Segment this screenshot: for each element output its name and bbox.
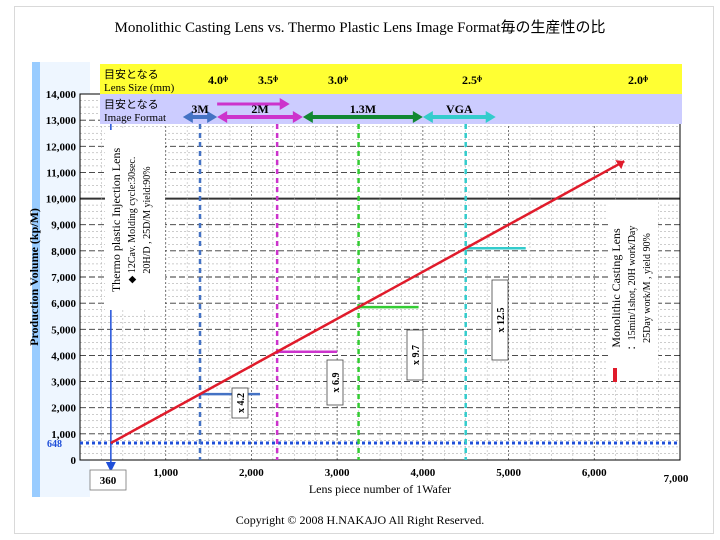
x-axis-title: Lens piece number of 1Wafer xyxy=(309,482,451,496)
format-arrow-head xyxy=(422,111,433,123)
thermo-annotation-line: ◆ 12Cav. Molding cycle:30sec. xyxy=(127,157,138,284)
ratio-label: x 9.7 xyxy=(411,345,422,365)
format-arrow-head xyxy=(217,111,228,123)
series-line-monolithic xyxy=(110,160,625,445)
format-arrow-head xyxy=(182,111,193,123)
y-tick-label: 4,000 xyxy=(51,350,76,362)
y-tick-label: 8,000 xyxy=(51,246,76,258)
lens-size-label: Lens Size (mm) xyxy=(104,82,175,94)
series-arrow-head xyxy=(615,160,625,170)
ratio-box xyxy=(406,329,424,381)
mono-annotation-line: Monolithic Casting Lens xyxy=(609,228,623,348)
format-label: 3M xyxy=(191,102,208,116)
y-tick-label: 10,000 xyxy=(46,194,77,206)
image-format-label-jp: 目安となる xyxy=(104,97,159,111)
y-tick-label: 1,000 xyxy=(51,429,76,441)
x-tick-label: 2,000 xyxy=(239,467,264,479)
format-arrow-head xyxy=(412,111,423,123)
slide-frame xyxy=(14,6,714,534)
y-tick-label: 11,000 xyxy=(46,167,76,179)
y-tick-label: 5,000 xyxy=(51,324,76,336)
format-arrow-head xyxy=(292,111,303,123)
y-tick-label: 7,000 xyxy=(51,272,76,284)
format-arrow-head xyxy=(485,111,496,123)
ratio-label: x 12.5 xyxy=(496,308,507,333)
y-axis-title: Production Volume (kp/M) xyxy=(27,208,41,346)
x-tick-label: 4,000 xyxy=(410,467,435,479)
image-format-label: Image Format xyxy=(104,112,166,124)
lens-size-value: 2.0ᶲ xyxy=(628,73,648,87)
lens-size-band xyxy=(100,64,682,94)
mono-annotation-line: 25Day work/M , yield 90% xyxy=(642,233,653,343)
format-arrow-head xyxy=(302,111,313,123)
start-x-box xyxy=(89,469,127,491)
y-tick-label: 3,000 xyxy=(51,377,76,389)
start-y-value: 648 xyxy=(47,439,62,450)
format-label: VGA xyxy=(446,102,473,116)
ratio-box xyxy=(326,359,344,406)
format-label: 1.3M xyxy=(350,102,376,116)
lens-size-value: 3.5ᶲ xyxy=(258,73,278,87)
y-tick-label: 6,000 xyxy=(51,298,76,310)
mono-annotation-line: ：15min/1shot, 20H work/Day xyxy=(627,226,638,351)
start-marker-head xyxy=(105,462,116,472)
y-tick-label: 13,000 xyxy=(46,115,77,127)
y-tick-label: 12,000 xyxy=(46,141,77,153)
thermo-annotation-box xyxy=(105,130,165,310)
x-tick-label: 5,000 xyxy=(496,467,521,479)
thermo-annotation-line: 20H/D , 25D/M yield:90% xyxy=(142,166,153,273)
x-tick-label: 1,000 xyxy=(153,467,178,479)
copyright-notice: Copyright © 2008 H.NAKAJO All Right Rese… xyxy=(235,513,485,527)
format-arrow-head xyxy=(207,111,218,123)
size-arrow-head xyxy=(279,98,290,110)
start-x-value: 360 xyxy=(100,475,117,487)
y-tick-label: 9,000 xyxy=(51,220,76,232)
axis-side-bar xyxy=(32,62,40,497)
lens-size-label-jp: 目安となる xyxy=(104,67,159,81)
lens-size-value: 3.0ᶲ xyxy=(328,73,348,87)
ratio-box xyxy=(491,279,509,361)
ratio-box xyxy=(231,387,249,419)
ratio-label: x 6.9 xyxy=(331,373,342,393)
mono-annotation-box xyxy=(608,200,658,380)
mono-legend-swatch xyxy=(613,368,617,382)
x-tick-label: 3,000 xyxy=(325,467,350,479)
lens-size-value: 2.5ᶲ xyxy=(462,73,482,87)
ratio-label: x 4.2 xyxy=(236,393,247,413)
x-tick-label: 7,000 xyxy=(664,473,689,485)
y-tick-label: 0 xyxy=(71,455,77,467)
lens-size-value: 4.0ᶲ xyxy=(208,73,228,87)
page-title: Monolithic Casting Lens vs. Thermo Plast… xyxy=(114,20,606,36)
x-tick-label: 6,000 xyxy=(582,467,607,479)
thermo-annotation-line: Thermo plastic Injection Lens xyxy=(109,148,123,293)
y-tick-label: 2,000 xyxy=(51,403,76,415)
y-tick-label: 14,000 xyxy=(46,89,77,101)
